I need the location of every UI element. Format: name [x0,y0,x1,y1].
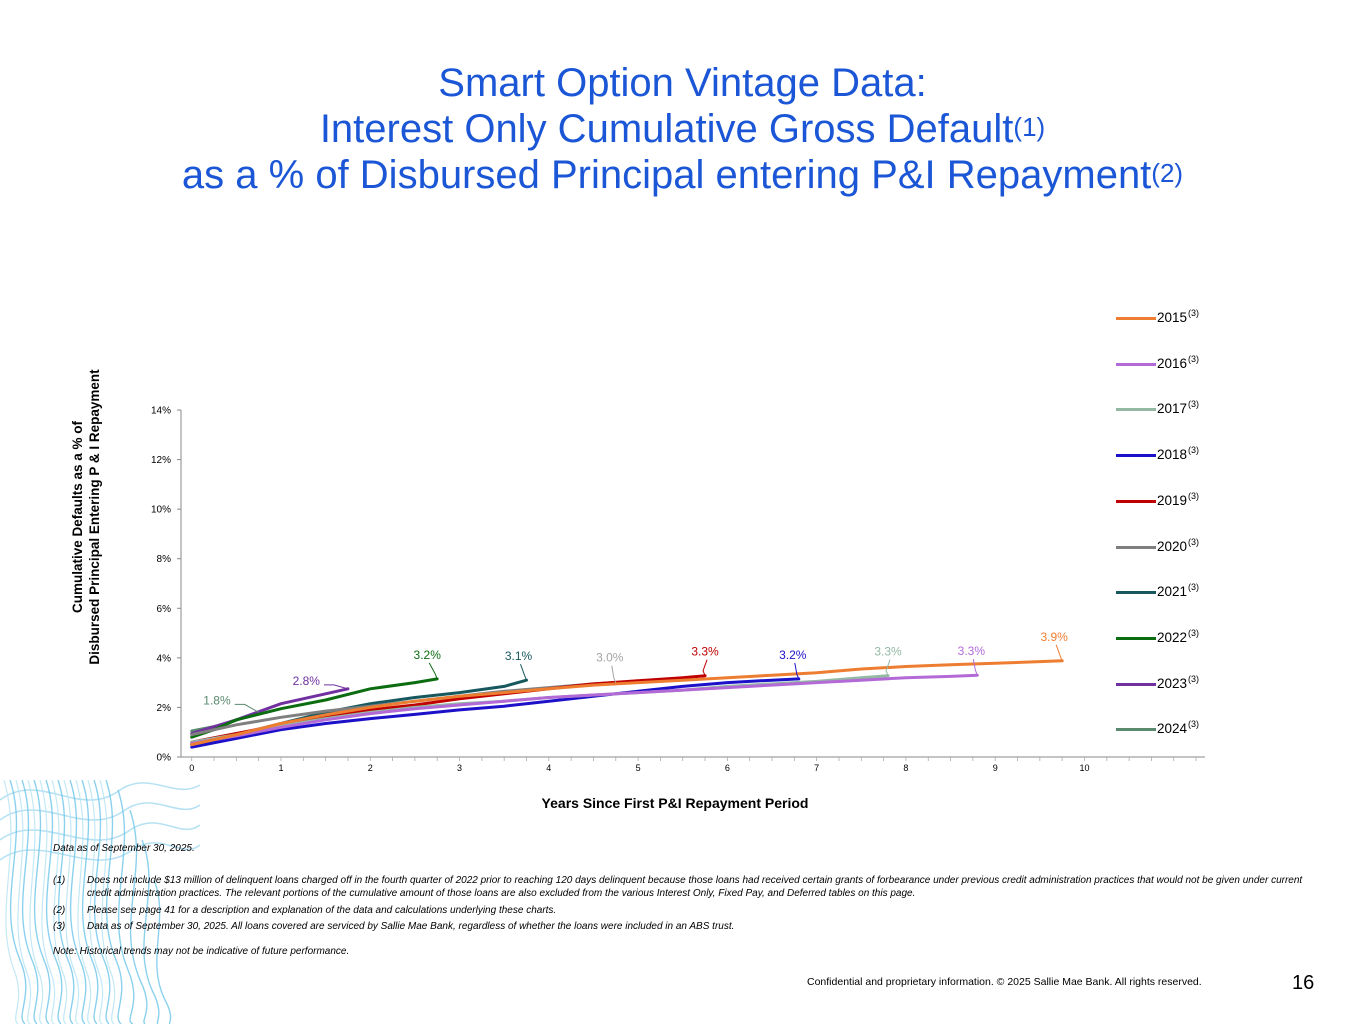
legend-label: 2019(3) [1157,490,1200,508]
legend-label-sup: (3) [1188,308,1200,318]
y-tick-label: 6% [157,604,172,615]
footnote-as-of: Data as of September 30, 2025. [53,843,195,854]
data-label-leader-2019 [702,659,708,676]
data-label-2017: 3.3% [874,645,902,659]
data-label-2024: 1.8% [203,693,231,707]
data-label-2019: 3.3% [691,645,719,659]
title-line-1: Smart Option Vintage Data: [438,61,927,105]
x-tick-label: 0 [189,763,194,773]
legend-swatch [1116,636,1156,640]
confidentiality-notice: Confidential and proprietary information… [807,976,1202,988]
legend-label-sup: (3) [1188,399,1200,410]
chart-axes: 0% 2% 4% 6% 8% 10% 12% 14% 0 1 2 3 4 5 6 7 8 9 10 [151,406,1205,773]
data-label-2018: 3.2% [779,648,807,662]
legend-label-sup: (3) [1188,353,1200,364]
decorative-waves [0,780,200,1024]
y-tick-label: 0% [157,753,172,764]
x-tick-label: 5 [636,763,641,773]
chart-data-labels: 3.9% 3.3% 3.3% 3.2% 3.3% 3.0% 3.1% 3.2% 2.8% 1.8% [203,630,1068,713]
page-number: 16 [1292,972,1315,994]
legend-swatch [1116,682,1156,686]
footnote-2-number: (2) [53,905,66,916]
legend-label-sup: (3) [1188,627,1200,638]
legend-label: 2024(3) [1157,719,1200,737]
x-tick-label: 8 [903,763,908,773]
footnote-1-number: (1) [53,875,66,886]
y-tick-label: 10% [151,505,171,516]
series-line-2023 [190,687,350,735]
data-label-leader-2015 [1055,644,1063,662]
x-tick-label: 9 [993,763,998,773]
footnote-1-text: Does not include $13 million of delinque… [87,875,1303,899]
legend-label: 2022(3) [1157,627,1200,645]
legend-label: 2015(3) [1157,308,1200,325]
legend-label: 2018(3) [1157,445,1200,463]
data-label-leader-2024 [234,703,259,713]
title-line-3-text: as a % of Disbursed Principal entering P… [181,153,1152,197]
data-label-2020: 3.0% [596,651,624,665]
legend-label: 2023(3) [1157,673,1200,691]
title-line-3: as a % of Disbursed Principal entering P… [0,152,1365,198]
legend-label-sup: (3) [1188,673,1200,684]
x-tick-label: 7 [814,763,819,773]
legend-label-sup: (3) [1188,719,1200,730]
data-label-leader-2020 [611,665,617,683]
x-tick-label: 6 [725,763,730,773]
data-label-leader-2018 [794,662,800,680]
title-line-3-sup: (2) [1151,158,1184,188]
legend-label-sup: (3) [1188,445,1200,456]
y-tick-label: 14% [151,406,171,417]
series-line-2018 [190,677,801,749]
data-label-leader-2016 [972,659,978,676]
legend-swatch [1116,728,1156,732]
data-label-2023: 2.8% [293,674,321,688]
title-line-2: Interest Only Cumulative Gross Default(1… [0,106,1365,152]
legend-swatch [1116,454,1156,458]
x-tick-label: 4 [546,763,551,773]
legend-swatch [1116,499,1156,503]
footnote-note: Note: Historical trends may not be indic… [53,946,350,957]
y-tick-label: 4% [157,653,172,664]
footnote-3-text: Data as of September 30, 2025. All loans… [87,921,735,932]
data-label-2022: 3.2% [414,648,442,662]
legend-label: 2017(3) [1157,399,1200,417]
y-tick-label: 8% [157,554,172,565]
title-line-2-text: Interest Only Cumulative Gross Default [319,107,1014,151]
footnote-2-text: Please see page 41 for a description and… [87,905,557,916]
x-tick-label: 2 [368,763,373,773]
x-axis-label: Years Since First P&I Repayment Period [541,795,809,811]
legend-swatch [1116,362,1156,366]
data-label-leader-2023 [323,684,349,690]
x-tick-label: 10 [1079,763,1089,773]
legend-swatch [1116,408,1156,412]
legend-swatch [1116,545,1156,549]
page-title: Smart Option Vintage Data: Interest Only… [0,60,1365,198]
title-line-2-sup: (1) [1013,112,1046,142]
legend-swatch [1116,591,1156,595]
legend-label-sup: (3) [1188,582,1200,593]
legend-label-sup: (3) [1188,536,1200,547]
data-label-2021: 3.1% [505,649,533,663]
footnote-3-number: (3) [53,921,66,932]
y-tick-label: 2% [157,703,172,714]
chart-series [190,659,1064,749]
legend-label: 2016(3) [1157,353,1200,371]
data-label-leader-2017 [885,659,891,676]
series-line-2015 [190,659,1064,747]
y-tick-label: 12% [151,455,171,466]
series-line-2016 [190,673,979,745]
data-label-leader-2021 [520,663,527,681]
legend-label-sup: (3) [1188,490,1200,501]
legend-label: 2021(3) [1157,582,1200,600]
data-label-2015: 3.9% [1040,630,1068,644]
data-label-2016: 3.3% [958,644,986,658]
data-label-leader-2022 [428,662,438,680]
legend-label: 2020(3) [1157,536,1200,554]
x-tick-label: 3 [457,763,462,773]
x-tick-label: 1 [278,763,283,773]
legend-swatch [1116,317,1156,320]
